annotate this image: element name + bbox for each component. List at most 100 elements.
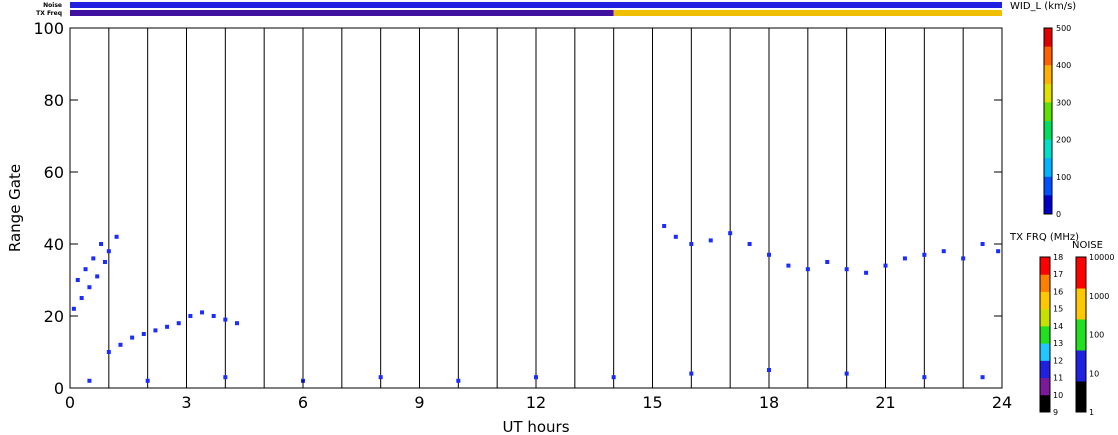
top-bar-1-segment-0: [70, 10, 614, 16]
colorbar-width-band-0: [1044, 28, 1052, 48]
point-2-7: [786, 263, 791, 268]
colorbar-width-title: WID_L (km/s): [1010, 1, 1076, 12]
colorbar-tx-frame: [1039, 256, 1051, 413]
point-0-6: [114, 234, 119, 239]
point-2-9: [825, 260, 830, 264]
point-1-7: [188, 314, 193, 318]
colorbar-width-tick-4: 400: [1056, 61, 1071, 70]
x-tick-label-18: 18: [759, 393, 779, 412]
colorbar-width-band-4: [1044, 102, 1052, 122]
colorbar-width-tick-0: 0: [1056, 210, 1061, 219]
colorbar-width-band-3: [1044, 83, 1052, 103]
colorbar-tx-tick-6: 15: [1053, 305, 1063, 314]
colorbar-noise: 1 10 100 1000 10000: [1075, 253, 1114, 417]
colorbar-noise-tick-3: 1000: [1089, 292, 1109, 301]
point-0-10: [99, 242, 104, 246]
point-0-7: [75, 278, 80, 282]
point-2-3: [708, 238, 713, 243]
point-0-8: [83, 267, 88, 272]
point-2-11: [864, 270, 869, 275]
colorbar-tx-tick-0: 9: [1053, 408, 1058, 417]
colorbar-width-tick-5: 500: [1056, 24, 1071, 33]
y-tick-label-0: 0: [54, 379, 64, 398]
colorbar-tx-band-5: [1040, 308, 1050, 327]
top-bar-label-noise: Noise: [43, 2, 62, 9]
x-tick-label-6: 6: [298, 393, 308, 412]
colorbar-noise-tick-2: 100: [1089, 331, 1104, 340]
x-axis-label: UT hours: [502, 418, 569, 435]
point-2-18: [996, 249, 1001, 254]
top-bar-label-txfreq: TX Freq: [36, 10, 62, 17]
colorbar-width: 0 100 200 300 400 500: [1043, 24, 1071, 219]
colorbar-tx-band-0: [1040, 394, 1050, 413]
point-3-4: [378, 375, 383, 380]
colorbar-tx-band-1: [1040, 377, 1050, 396]
y-tick-label-20: 20: [44, 307, 64, 326]
colorbar-width-tick-1: 100: [1056, 173, 1071, 182]
point-0-4: [102, 260, 107, 264]
point-0-5: [106, 249, 111, 254]
colorbar-tx-tick-5: 14: [1053, 322, 1063, 331]
point-2-6: [767, 252, 771, 257]
colorbar-width-band-5: [1044, 121, 1052, 141]
colorbar-width-band-6: [1044, 139, 1052, 159]
colorbar-width-tick-3: 300: [1056, 98, 1071, 107]
point-2-1: [673, 234, 678, 239]
y-tick-label-80: 80: [44, 91, 64, 110]
point-3-8: [689, 371, 694, 376]
colorbar-tx-tick-3: 12: [1053, 356, 1063, 365]
colorbar-noise-band-1: [1076, 350, 1086, 382]
point-3-1: [145, 378, 150, 383]
x-tick-label-9: 9: [414, 393, 424, 412]
colorbar-tx-tick-7: 16: [1053, 287, 1063, 296]
x-axis-ticks: 0 3 6 9 12 15 18 21 24: [65, 380, 1012, 412]
x-tick-label-0: 0: [65, 393, 75, 412]
colorbar-noise-band-2: [1076, 319, 1086, 351]
colorbar-tx-tick-9: 18: [1053, 253, 1063, 262]
colorbar-tx-band-2: [1040, 360, 1050, 379]
colorbar-tx-tick-4: 13: [1053, 339, 1063, 348]
colorbar-width-band-2: [1044, 65, 1052, 85]
x-tick-label-3: 3: [181, 393, 191, 412]
y-tick-label-40: 40: [44, 235, 64, 254]
colorbar-tx-tick-1: 10: [1053, 391, 1063, 400]
colorbar-noise-tick-1: 10: [1089, 369, 1099, 378]
point-0-3: [95, 274, 100, 279]
point-1-10: [223, 317, 228, 322]
point-2-2: [689, 242, 694, 246]
point-2-17: [980, 242, 985, 246]
point-3-2: [223, 375, 228, 380]
point-0-0: [71, 306, 76, 311]
y-axis-label: Range Gate: [6, 164, 24, 252]
top-bar-1-segment-1: [613, 10, 1002, 16]
point-2-13: [902, 256, 907, 261]
point-2-8: [805, 267, 810, 272]
colorbar-noise-band-3: [1076, 288, 1086, 320]
point-1-8: [200, 310, 205, 315]
point-3-5: [456, 378, 461, 383]
point-3-6: [534, 375, 538, 380]
colorbar-tx-tick-8: 17: [1053, 270, 1063, 279]
x-tick-label-15: 15: [642, 393, 662, 412]
point-0-2: [87, 285, 92, 290]
point-3-10: [844, 371, 849, 376]
point-3-12: [980, 375, 985, 380]
point-3-9: [767, 368, 771, 372]
point-2-15: [941, 249, 946, 254]
colorbar-tx-title: TX FRQ (MHz): [1009, 232, 1079, 243]
point-2-12: [883, 263, 888, 268]
scatter-points: [71, 224, 1001, 383]
point-2-5: [747, 242, 752, 246]
x-tick-label-21: 21: [875, 393, 895, 412]
y-axis-ticks: 0 20 40 60 80 100: [33, 19, 1002, 398]
x-tick-label-24: 24: [992, 393, 1012, 412]
point-1-6: [176, 321, 181, 326]
colorbar-tx-band-3: [1040, 343, 1050, 361]
point-1-5: [165, 324, 170, 329]
colorbar-tx-tick-2: 11: [1053, 374, 1063, 383]
colorbar-tx-band-6: [1040, 291, 1050, 310]
point-1-11: [234, 321, 239, 326]
point-1-2: [130, 335, 135, 340]
top-status-bars: [70, 2, 1002, 16]
